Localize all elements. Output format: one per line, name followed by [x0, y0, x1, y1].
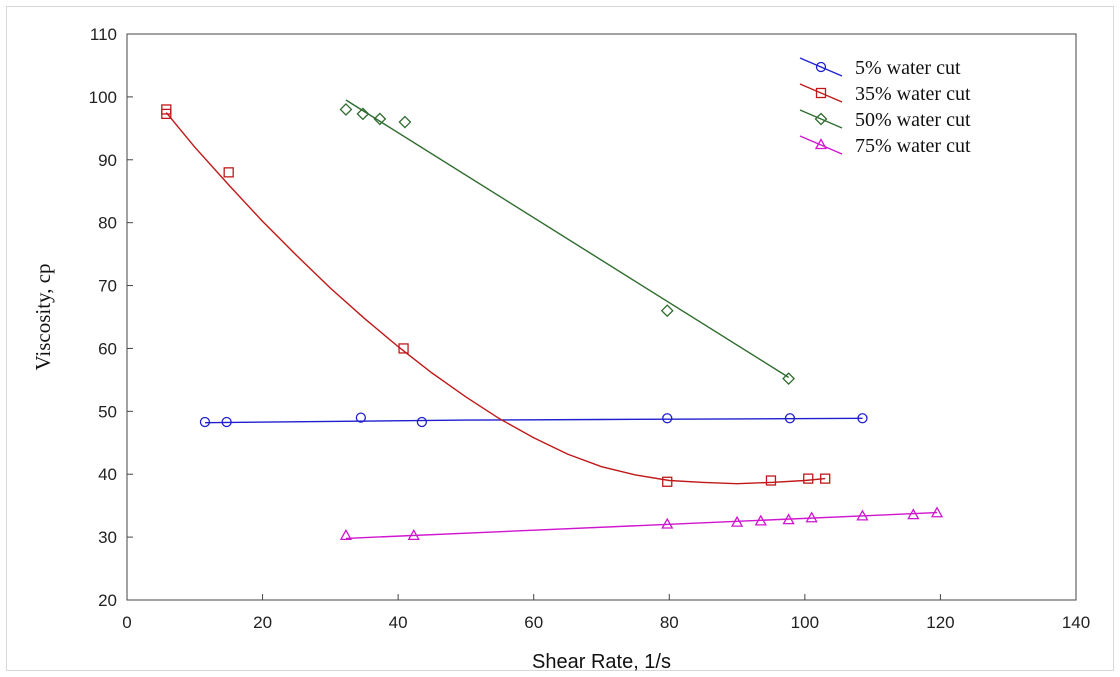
- legend-marker: [815, 61, 827, 73]
- fit-line: [165, 112, 826, 485]
- data-point: [398, 343, 409, 354]
- data-point: [857, 413, 868, 424]
- legend: 5% water cut 35% water cut 50% water cut 75…: [799, 57, 971, 157]
- x-axis-ticks: 0 20 40 60 80 100 120 140: [122, 594, 1090, 632]
- data-point: [223, 167, 234, 178]
- data-point: [782, 513, 795, 525]
- data-point: [856, 509, 869, 521]
- data-point: [373, 112, 387, 126]
- data-point: [782, 372, 796, 386]
- fit-line: [345, 99, 789, 378]
- axes: [126, 33, 1077, 601]
- data-point: [730, 515, 744, 527]
- data-point: [784, 413, 796, 424]
- data-point: [662, 413, 673, 424]
- legend-item: 50% water cut: [799, 109, 971, 131]
- y-tick-label: 70: [98, 277, 117, 296]
- legend-marker: [814, 112, 828, 126]
- data-point: [662, 476, 673, 487]
- y-tick-label: 100: [89, 88, 117, 107]
- chart-frame: [6, 6, 1114, 671]
- y-tick-label: 50: [98, 402, 117, 421]
- data-point: [803, 473, 814, 484]
- x-tick-label: 80: [660, 613, 679, 632]
- series-3: [339, 99, 796, 386]
- x-tick-label: 140: [1062, 613, 1090, 632]
- data-point: [355, 412, 367, 423]
- x-tick-label: 60: [524, 613, 543, 632]
- legend-marker: [814, 138, 828, 150]
- legend-marker: [815, 87, 827, 99]
- data-point: [398, 115, 412, 129]
- data-point: [930, 506, 944, 518]
- series-layer: [161, 99, 944, 541]
- data-point: [907, 508, 920, 520]
- series-2: [161, 104, 831, 487]
- legend-label: 35% water cut: [855, 83, 971, 105]
- legend-item: 5% water cut: [799, 57, 961, 79]
- data-point: [221, 416, 232, 428]
- legend-label: 75% water cut: [855, 135, 971, 157]
- y-tick-label: 20: [98, 591, 117, 610]
- y-axis-ticks: 20 30 40 50 60 70 80 90 100 110: [89, 25, 133, 610]
- x-tick-label: 100: [791, 613, 819, 632]
- legend-item: 75% water cut: [799, 135, 971, 157]
- y-tick-label: 90: [98, 151, 117, 170]
- data-point: [660, 304, 674, 318]
- y-axis-label: Viscosity, cp: [31, 263, 55, 370]
- x-tick-label: 0: [122, 613, 131, 632]
- y-tick-label: 40: [98, 465, 117, 484]
- data-point: [416, 416, 428, 428]
- y-tick-label: 30: [98, 528, 117, 547]
- y-tick-label: 60: [98, 339, 117, 358]
- y-tick-label: 80: [98, 214, 117, 233]
- x-tick-label: 20: [253, 613, 272, 632]
- legend-swatch: [799, 109, 843, 129]
- legend-label: 50% water cut: [855, 109, 971, 131]
- series-1: [199, 412, 868, 428]
- data-point: [820, 473, 831, 484]
- data-point: [356, 107, 370, 121]
- data-point: [199, 416, 211, 428]
- y-tick-label: 110: [90, 25, 117, 44]
- data-point: [805, 511, 818, 523]
- series-4: [339, 506, 944, 541]
- data-point: [661, 517, 674, 529]
- data-point: [339, 103, 353, 116]
- legend-swatch: [799, 135, 843, 155]
- plot-area: [126, 33, 1077, 601]
- data-point: [754, 514, 767, 526]
- fit-line: [345, 511, 938, 540]
- x-tick-label: 40: [389, 613, 408, 632]
- data-point: [407, 529, 420, 541]
- data-point: [765, 475, 777, 486]
- legend-item: 35% water cut: [799, 83, 971, 105]
- legend-label: 5% water cut: [855, 57, 961, 79]
- data-point: [339, 529, 353, 541]
- data-point: [161, 108, 172, 120]
- x-axis-label: Shear Rate, 1/s: [532, 651, 671, 673]
- fit-line: [204, 417, 863, 424]
- x-tick-label: 120: [926, 613, 954, 632]
- legend-swatch: [799, 57, 843, 77]
- legend-swatch: [799, 83, 843, 103]
